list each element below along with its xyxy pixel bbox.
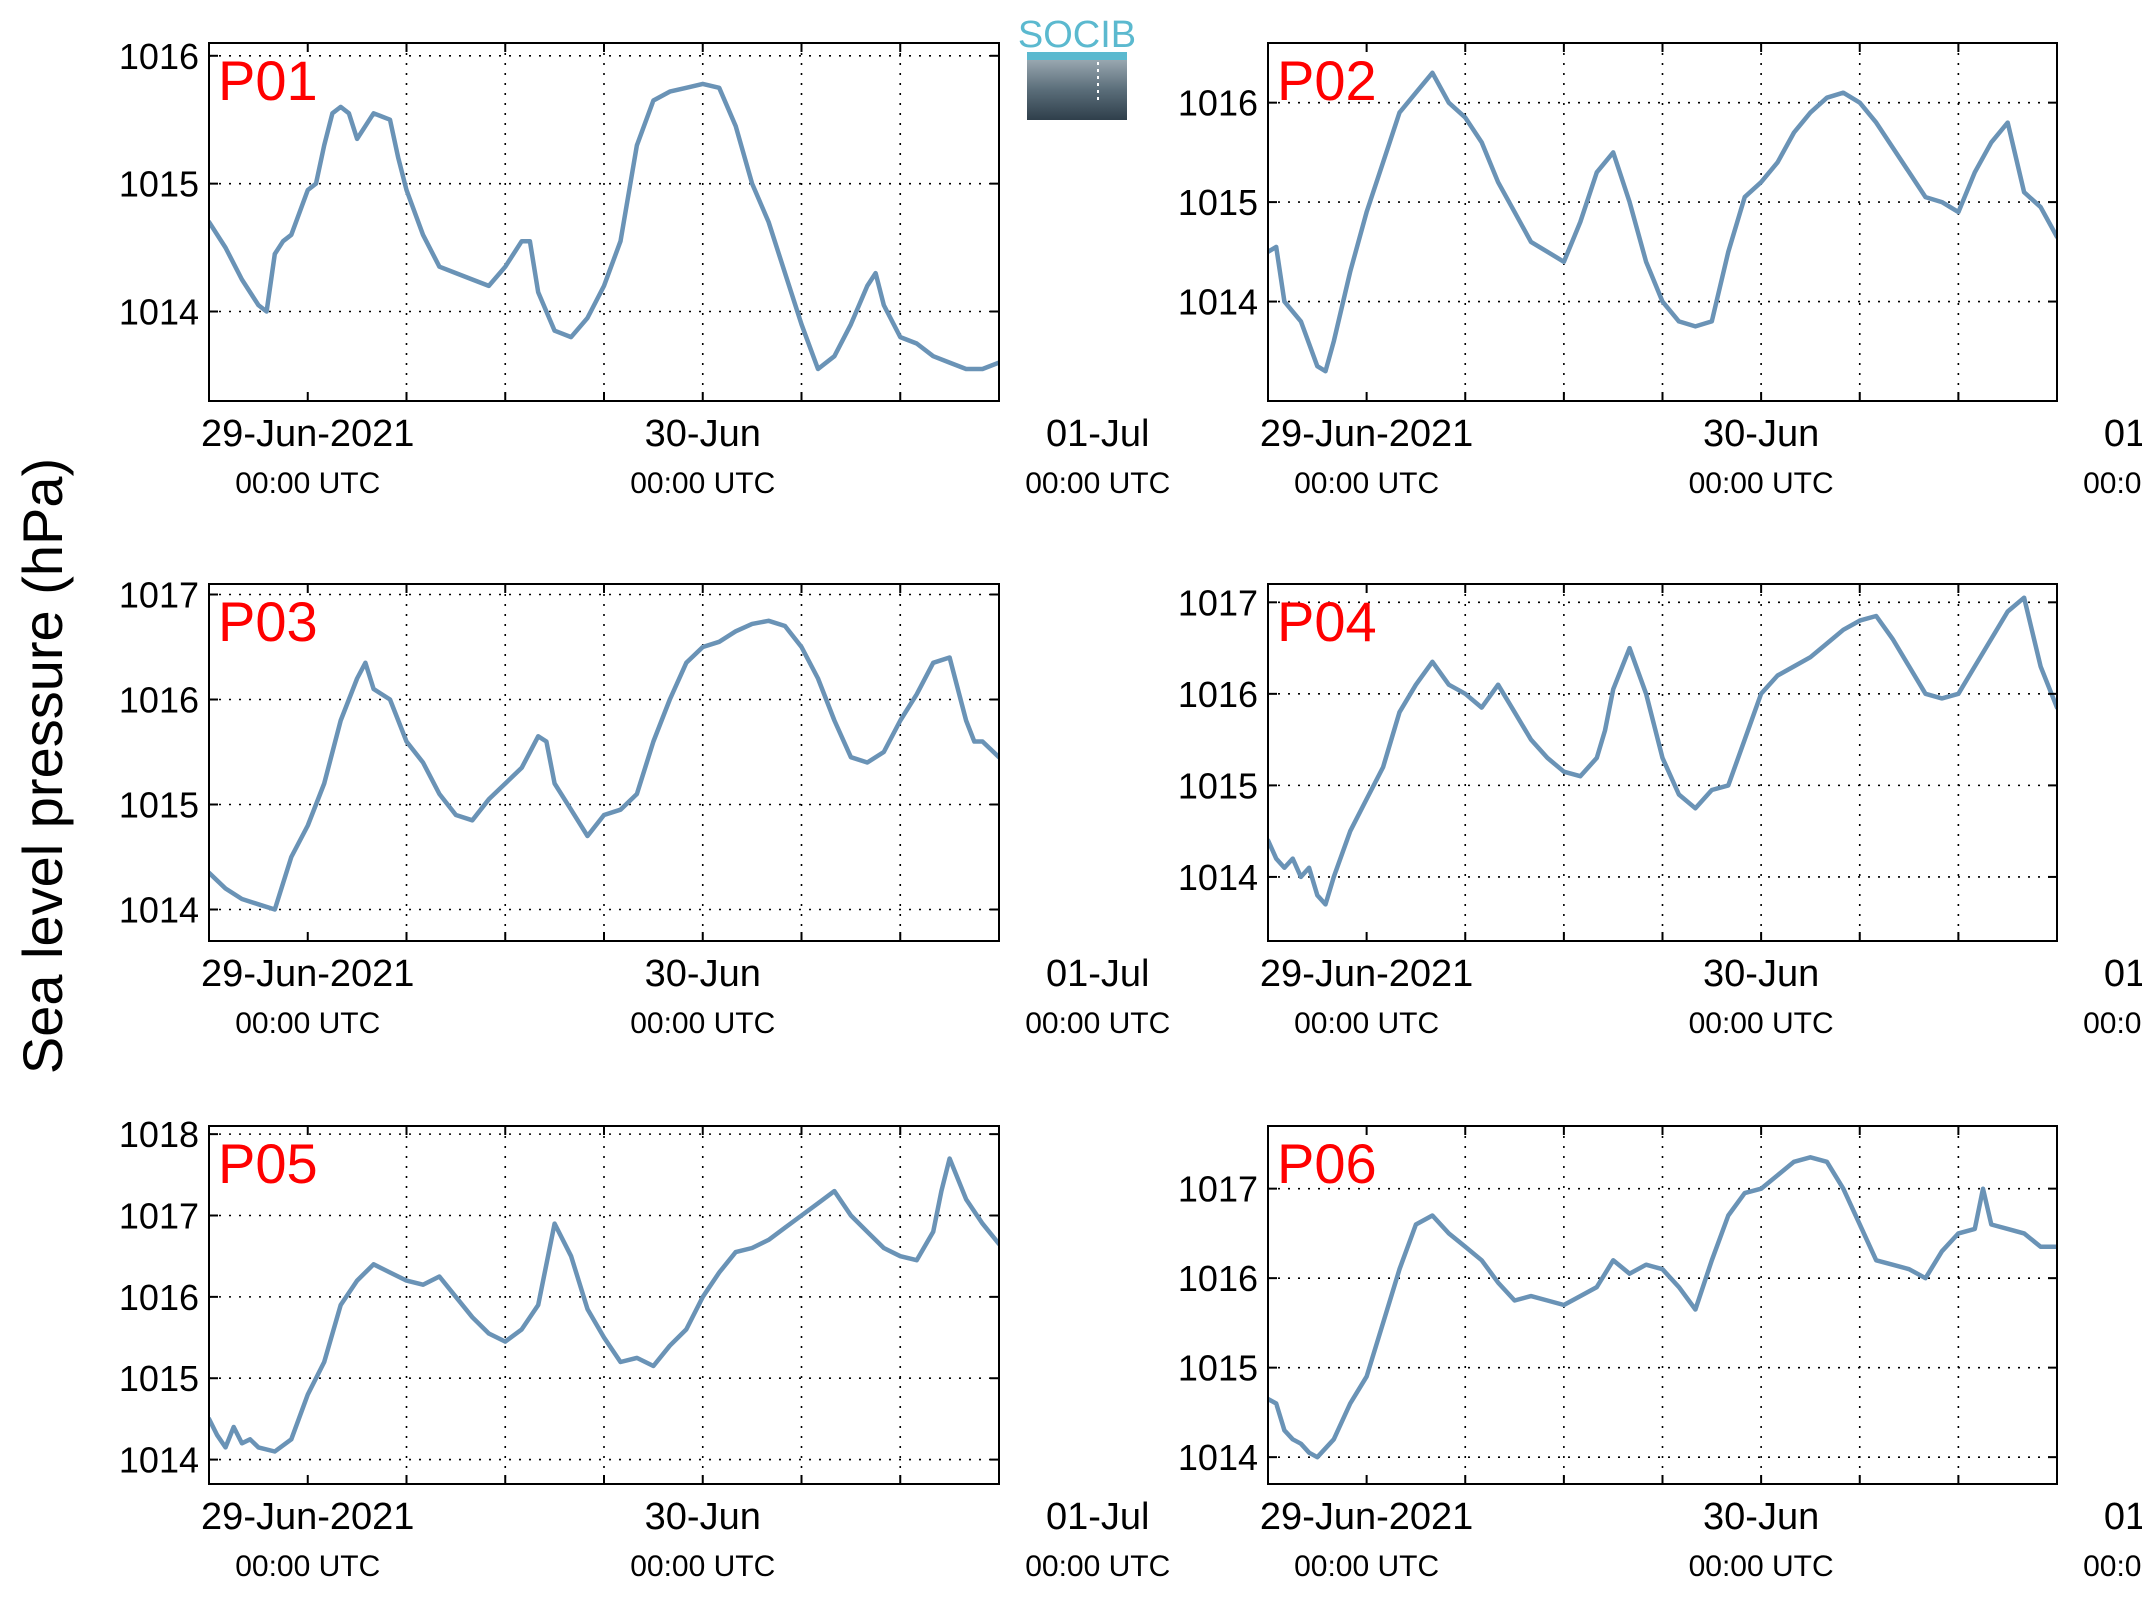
y-tick-label: 1014	[1178, 1437, 1258, 1478]
chart-panel-p04: 1014 1015 1016 1017 29-Jun-2021 00:00 UTC 30-J…	[1178, 582, 2142, 1040]
series-line-p03	[209, 618, 999, 912]
chart-panel-p05: 1014 1015 1016 1017 1018 29-Jun-2021 00:00 UTC…	[119, 1114, 1170, 1583]
station-label: P02	[1277, 49, 1377, 112]
chart-panel-p02: 1014 1015 1016 29-Jun-2021 00:00 UTC 30-Jun 00…	[1178, 42, 2142, 500]
series-line-p04	[1268, 595, 2057, 907]
x-tick-label-date: 01-Jul	[1046, 1496, 1150, 1538]
socib-logo: SOCIB	[1018, 14, 1136, 120]
station-label: P01	[218, 49, 318, 112]
station-label: P06	[1277, 1132, 1377, 1195]
x-tick-label-time: 00:00 UTC	[1294, 1007, 1439, 1040]
x-tick-label-date: 01-Jul	[1046, 413, 1150, 455]
x-tick-label-time: 00:00 UTC	[1025, 467, 1170, 500]
x-tick-label-time: 00:00 UTC	[630, 1007, 775, 1040]
x-tick-label-date: 29-Jun-2021	[1260, 1496, 1473, 1538]
y-tick-label: 1015	[119, 785, 199, 826]
x-tick-label-date: 30-Jun	[1703, 1496, 1819, 1538]
x-tick-label-time: 00:00 UTC	[630, 467, 775, 500]
y-tick-label: 1017	[119, 1196, 199, 1237]
x-tick-label-date: 29-Jun-2021	[201, 953, 414, 995]
x-tick-label-date: 30-Jun	[645, 1496, 761, 1538]
y-tick-label: 1016	[1178, 674, 1258, 715]
x-tick-label-time: 00:00 UTC	[630, 1550, 775, 1583]
y-tick-label: 1016	[1178, 83, 1258, 124]
chart-panels: 1014 1015 1016 29-Jun-2021 00:00 UTC 30-Jun 00…	[119, 36, 2142, 1583]
series-line-p06	[1268, 1155, 2057, 1460]
x-tick-label-date: 30-Jun	[1703, 413, 1819, 455]
x-tick-label-time: 00:00 UTC	[2083, 1007, 2142, 1040]
x-tick-label-date: 01-Jul	[2104, 1496, 2142, 1538]
y-tick-label: 1017	[1178, 1169, 1258, 1210]
x-tick-label-date: 01-Jul	[1046, 953, 1150, 995]
y-tick-label: 1014	[119, 890, 199, 931]
chart-panel-p06: 1014 1015 1016 1017 29-Jun-2021 00:00 UTC 30-J…	[1178, 1125, 2142, 1583]
x-tick-label-date: 30-Jun	[645, 953, 761, 995]
y-tick-label: 1015	[1178, 1348, 1258, 1389]
y-tick-label: 1018	[119, 1114, 199, 1155]
y-tick-label: 1017	[1178, 582, 1258, 623]
y-tick-label: 1016	[1178, 1258, 1258, 1299]
y-tick-label: 1016	[119, 680, 199, 721]
socib-logo-block	[1027, 52, 1127, 120]
chart-panel-p03: 1014 1015 1016 1017 29-Jun-2021 00:00 UTC 30-J…	[119, 575, 1170, 1041]
x-tick-label-date: 30-Jun	[645, 413, 761, 455]
x-tick-label-time: 00:00 UTC	[1689, 467, 1834, 500]
x-tick-label-date: 29-Jun-2021	[1260, 413, 1473, 455]
socib-logo-text: SOCIB	[1018, 14, 1136, 56]
x-tick-label-date: 01-Jul	[2104, 413, 2142, 455]
x-tick-label-time: 00:00 UTC	[1025, 1550, 1170, 1583]
series-line-p05	[209, 1156, 999, 1454]
y-tick-label: 1016	[119, 1277, 199, 1318]
y-tick-label: 1014	[119, 292, 199, 333]
x-tick-label-time: 00:00 UTC	[235, 1007, 380, 1040]
x-tick-label-date: 30-Jun	[1703, 953, 1819, 995]
x-tick-label-date: 01-Jul	[2104, 953, 2142, 995]
x-tick-label-time: 00:00 UTC	[235, 1550, 380, 1583]
y-tick-label: 1015	[1178, 182, 1258, 223]
chart-panel-p01: 1014 1015 1016 29-Jun-2021 00:00 UTC 30-Jun 00…	[119, 36, 1170, 500]
x-tick-label-time: 00:00 UTC	[1294, 1550, 1439, 1583]
x-tick-label-time: 00:00 UTC	[235, 467, 380, 500]
y-tick-label: 1017	[119, 575, 199, 616]
y-tick-label: 1015	[119, 164, 199, 205]
series-line-p01	[209, 81, 999, 372]
x-tick-label-time: 00:00 UTC	[1025, 1007, 1170, 1040]
x-tick-label-date: 29-Jun-2021	[201, 413, 414, 455]
socib-logo-wave	[1027, 52, 1127, 60]
x-tick-label-time: 00:00 UTC	[1689, 1550, 1834, 1583]
x-tick-label-time: 00:00 UTC	[2083, 1550, 2142, 1583]
x-tick-label-date: 29-Jun-2021	[201, 1496, 414, 1538]
x-tick-label-time: 00:00 UTC	[1689, 1007, 1834, 1040]
station-label: P04	[1277, 590, 1377, 653]
y-tick-label: 1014	[119, 1440, 199, 1481]
y-tick-label: 1014	[1178, 857, 1258, 898]
x-tick-label-time: 00:00 UTC	[2083, 467, 2142, 500]
series-line-p02	[1268, 70, 2057, 374]
y-tick-label: 1015	[119, 1358, 199, 1399]
y-tick-label: 1015	[1178, 765, 1258, 806]
y-tick-label: 1014	[1178, 282, 1258, 323]
station-label: P03	[218, 590, 318, 653]
shared-y-axis-label: Sea level pressure (hPa)	[11, 458, 74, 1074]
y-tick-label: 1016	[119, 36, 199, 77]
x-tick-label-time: 00:00 UTC	[1294, 467, 1439, 500]
station-label: P05	[218, 1132, 318, 1195]
x-tick-label-date: 29-Jun-2021	[1260, 953, 1473, 995]
